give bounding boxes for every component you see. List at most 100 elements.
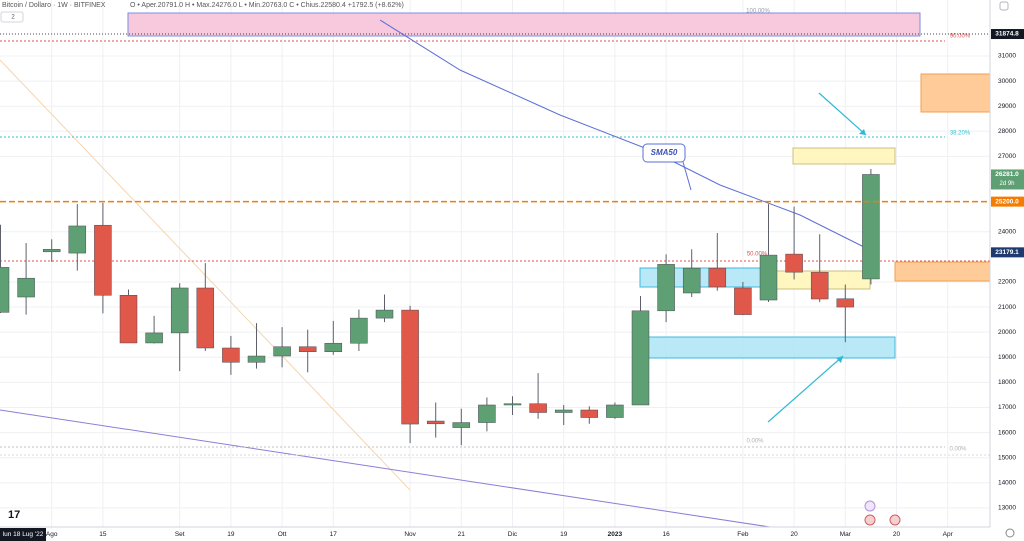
chart-title: Bitcoin / Dollaro · 1W · BITFINEX — [2, 2, 106, 9]
candle-body — [759, 254, 778, 301]
sma-callout — [642, 143, 686, 163]
y-tick-label: 13000 — [998, 505, 1016, 512]
event-icon[interactable] — [864, 514, 876, 526]
grid — [0, 0, 990, 527]
x-tick-label: Feb — [737, 531, 749, 538]
zone-box — [792, 147, 896, 165]
candle-body — [810, 271, 829, 300]
y-tick-label: 19000 — [998, 354, 1016, 361]
candle-body — [375, 309, 394, 319]
candle-body — [0, 267, 10, 313]
arrow-head — [836, 356, 843, 363]
y-tick-label: 16000 — [998, 429, 1016, 436]
candle-body — [708, 267, 727, 288]
x-tick-label: 21 — [458, 531, 466, 538]
candle-body — [580, 409, 599, 418]
x-tick-label: 2023 — [608, 531, 623, 538]
y-tick-label: 31000 — [998, 53, 1016, 60]
candle-body — [478, 404, 496, 423]
logo: 17 — [8, 509, 20, 521]
candle-body — [222, 347, 240, 363]
arrow — [818, 92, 867, 136]
y-tick-label: 28000 — [998, 128, 1016, 135]
x-tick-label: 16 — [662, 531, 670, 538]
candle-body — [17, 277, 35, 298]
fib-label: 38.20% — [950, 131, 971, 137]
event-icon[interactable] — [889, 514, 901, 526]
arrow-head — [859, 129, 866, 135]
y-tick-label: 27000 — [998, 153, 1016, 160]
x-axis: Ago 15 Set 19 Ott 17 Nov 21 Dic 19 2023 16 Feb 20 Mar 2… — [46, 531, 954, 538]
fib-label: 50.00% — [747, 252, 768, 258]
price-label-box — [991, 169, 1024, 190]
candle-body — [401, 309, 419, 425]
event-icon[interactable] — [864, 500, 876, 512]
price-label-sub: 2d 9h — [999, 181, 1014, 187]
candle-body — [836, 298, 855, 308]
zone-box — [894, 261, 991, 282]
x-tick-label: 20 — [893, 531, 901, 538]
x-tick-label: Apr — [943, 531, 954, 538]
trend-line — [0, 409, 771, 528]
x-tick-label: Mar — [840, 531, 852, 538]
indicator-count[interactable]: 2 — [11, 15, 15, 21]
x-tick-label: Set — [175, 531, 185, 538]
candle-body — [862, 174, 880, 280]
crosshair-box — [0, 528, 46, 541]
candle-body — [273, 346, 291, 357]
candle-body — [42, 249, 61, 253]
candle-body — [503, 403, 522, 406]
price-label-box — [991, 196, 1024, 207]
y-tick-label: 20000 — [998, 329, 1016, 336]
candle-body — [657, 264, 675, 312]
indicator-toggle[interactable] — [0, 11, 24, 23]
x-tick-label: 15 — [99, 531, 107, 538]
zone-box — [920, 73, 991, 113]
x-tick-label: 20 — [790, 531, 798, 538]
candle-body — [298, 346, 317, 353]
x-tick-label: Ott — [278, 531, 287, 538]
fib-label: 0.00% — [949, 447, 967, 453]
candle-body — [631, 310, 650, 406]
y-tick-label: 14000 — [998, 480, 1016, 487]
sma-label: SMA50 — [651, 148, 678, 157]
arrow — [767, 355, 844, 423]
candle-body — [247, 355, 266, 363]
crosshair-label: lun 18 Lug '22 — [3, 531, 44, 538]
candle-body — [554, 409, 573, 413]
y-tick-label: 17000 — [998, 404, 1016, 411]
fib-label: 90.00% — [950, 34, 971, 40]
candle-body — [606, 404, 624, 418]
zone-box — [639, 336, 896, 359]
y-tick-label: 24000 — [998, 228, 1016, 235]
price-label: 25200.0 — [995, 198, 1019, 205]
x-tick-label: 19 — [560, 531, 568, 538]
y-tick-label: 30000 — [998, 78, 1016, 85]
x-tick-label: 17 — [330, 531, 338, 538]
y-tick-label: 22000 — [998, 279, 1016, 286]
settings-icon[interactable] — [999, 1, 1009, 11]
candle-body — [196, 287, 215, 349]
x-tick-label: 19 — [227, 531, 235, 538]
ohlc-header: O • Aper.20791.0 H • Max.24276.0 L • Min… — [130, 2, 404, 9]
candle-body — [170, 287, 189, 334]
callout-pointer — [682, 161, 692, 191]
candle-body — [529, 403, 547, 413]
candle-body — [350, 317, 368, 344]
y-tick-label: 29000 — [998, 103, 1016, 110]
x-tick-label: Dic — [508, 531, 518, 538]
price-label-box — [991, 247, 1024, 258]
candles — [0, 33, 990, 446]
candle-body — [68, 225, 87, 254]
y-tick-label: 18000 — [998, 379, 1016, 386]
y-axis: 13000 14000 15000 16000 17000 18000 19000 20000… — [991, 29, 1024, 512]
candle-body — [785, 253, 803, 273]
settings-gear[interactable] — [1005, 528, 1015, 538]
candle-body — [324, 342, 343, 353]
candle-body — [734, 287, 752, 315]
candle-body — [145, 332, 163, 344]
fib-label: 0.00% — [746, 439, 764, 445]
candle-body — [426, 420, 445, 425]
price-label-box — [991, 29, 1024, 40]
